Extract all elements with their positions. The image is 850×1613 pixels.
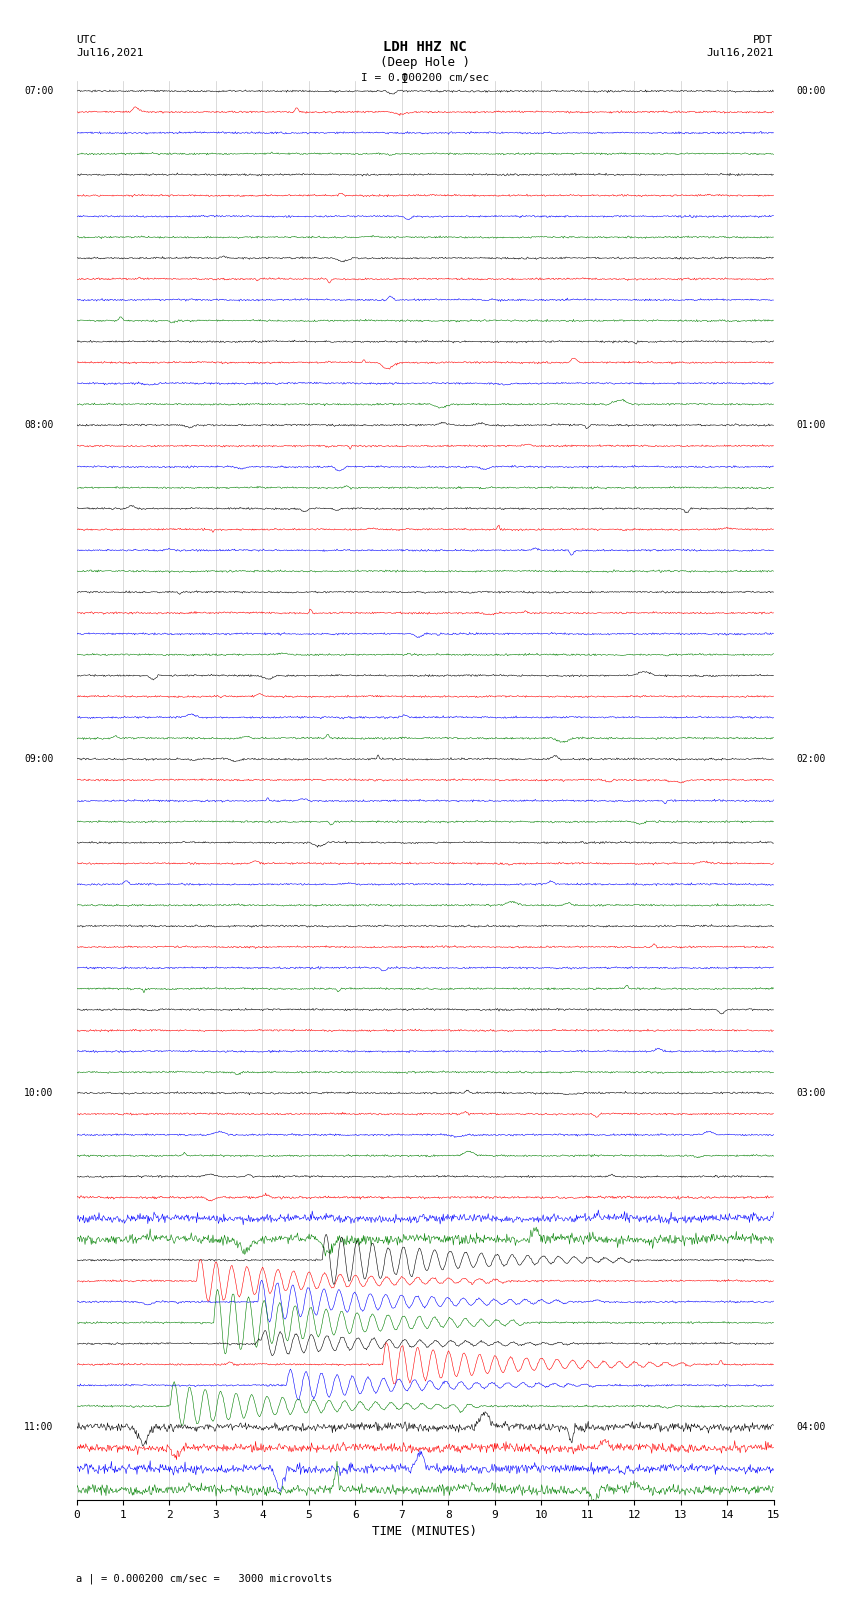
- X-axis label: TIME (MINUTES): TIME (MINUTES): [372, 1526, 478, 1539]
- Text: 01:00: 01:00: [796, 419, 826, 431]
- Text: PDT: PDT: [753, 35, 774, 45]
- Text: 07:00: 07:00: [24, 85, 54, 97]
- Text: 11:00: 11:00: [24, 1423, 54, 1432]
- Text: a | = 0.000200 cm/sec =   3000 microvolts: a | = 0.000200 cm/sec = 3000 microvolts: [76, 1573, 332, 1584]
- Text: (Deep Hole ): (Deep Hole ): [380, 56, 470, 69]
- Text: 04:00: 04:00: [796, 1423, 826, 1432]
- Text: Jul16,2021: Jul16,2021: [706, 48, 774, 58]
- Text: UTC: UTC: [76, 35, 97, 45]
- Text: 09:00: 09:00: [24, 753, 54, 765]
- Text: 08:00: 08:00: [24, 419, 54, 431]
- Text: I = 0.000200 cm/sec: I = 0.000200 cm/sec: [361, 73, 489, 82]
- Text: LDH HHZ NC: LDH HHZ NC: [383, 40, 467, 55]
- Text: Jul16,2021: Jul16,2021: [76, 48, 144, 58]
- Text: 03:00: 03:00: [796, 1089, 826, 1098]
- Text: I: I: [400, 73, 408, 85]
- Text: 10:00: 10:00: [24, 1089, 54, 1098]
- Text: 02:00: 02:00: [796, 753, 826, 765]
- Text: 00:00: 00:00: [796, 85, 826, 97]
